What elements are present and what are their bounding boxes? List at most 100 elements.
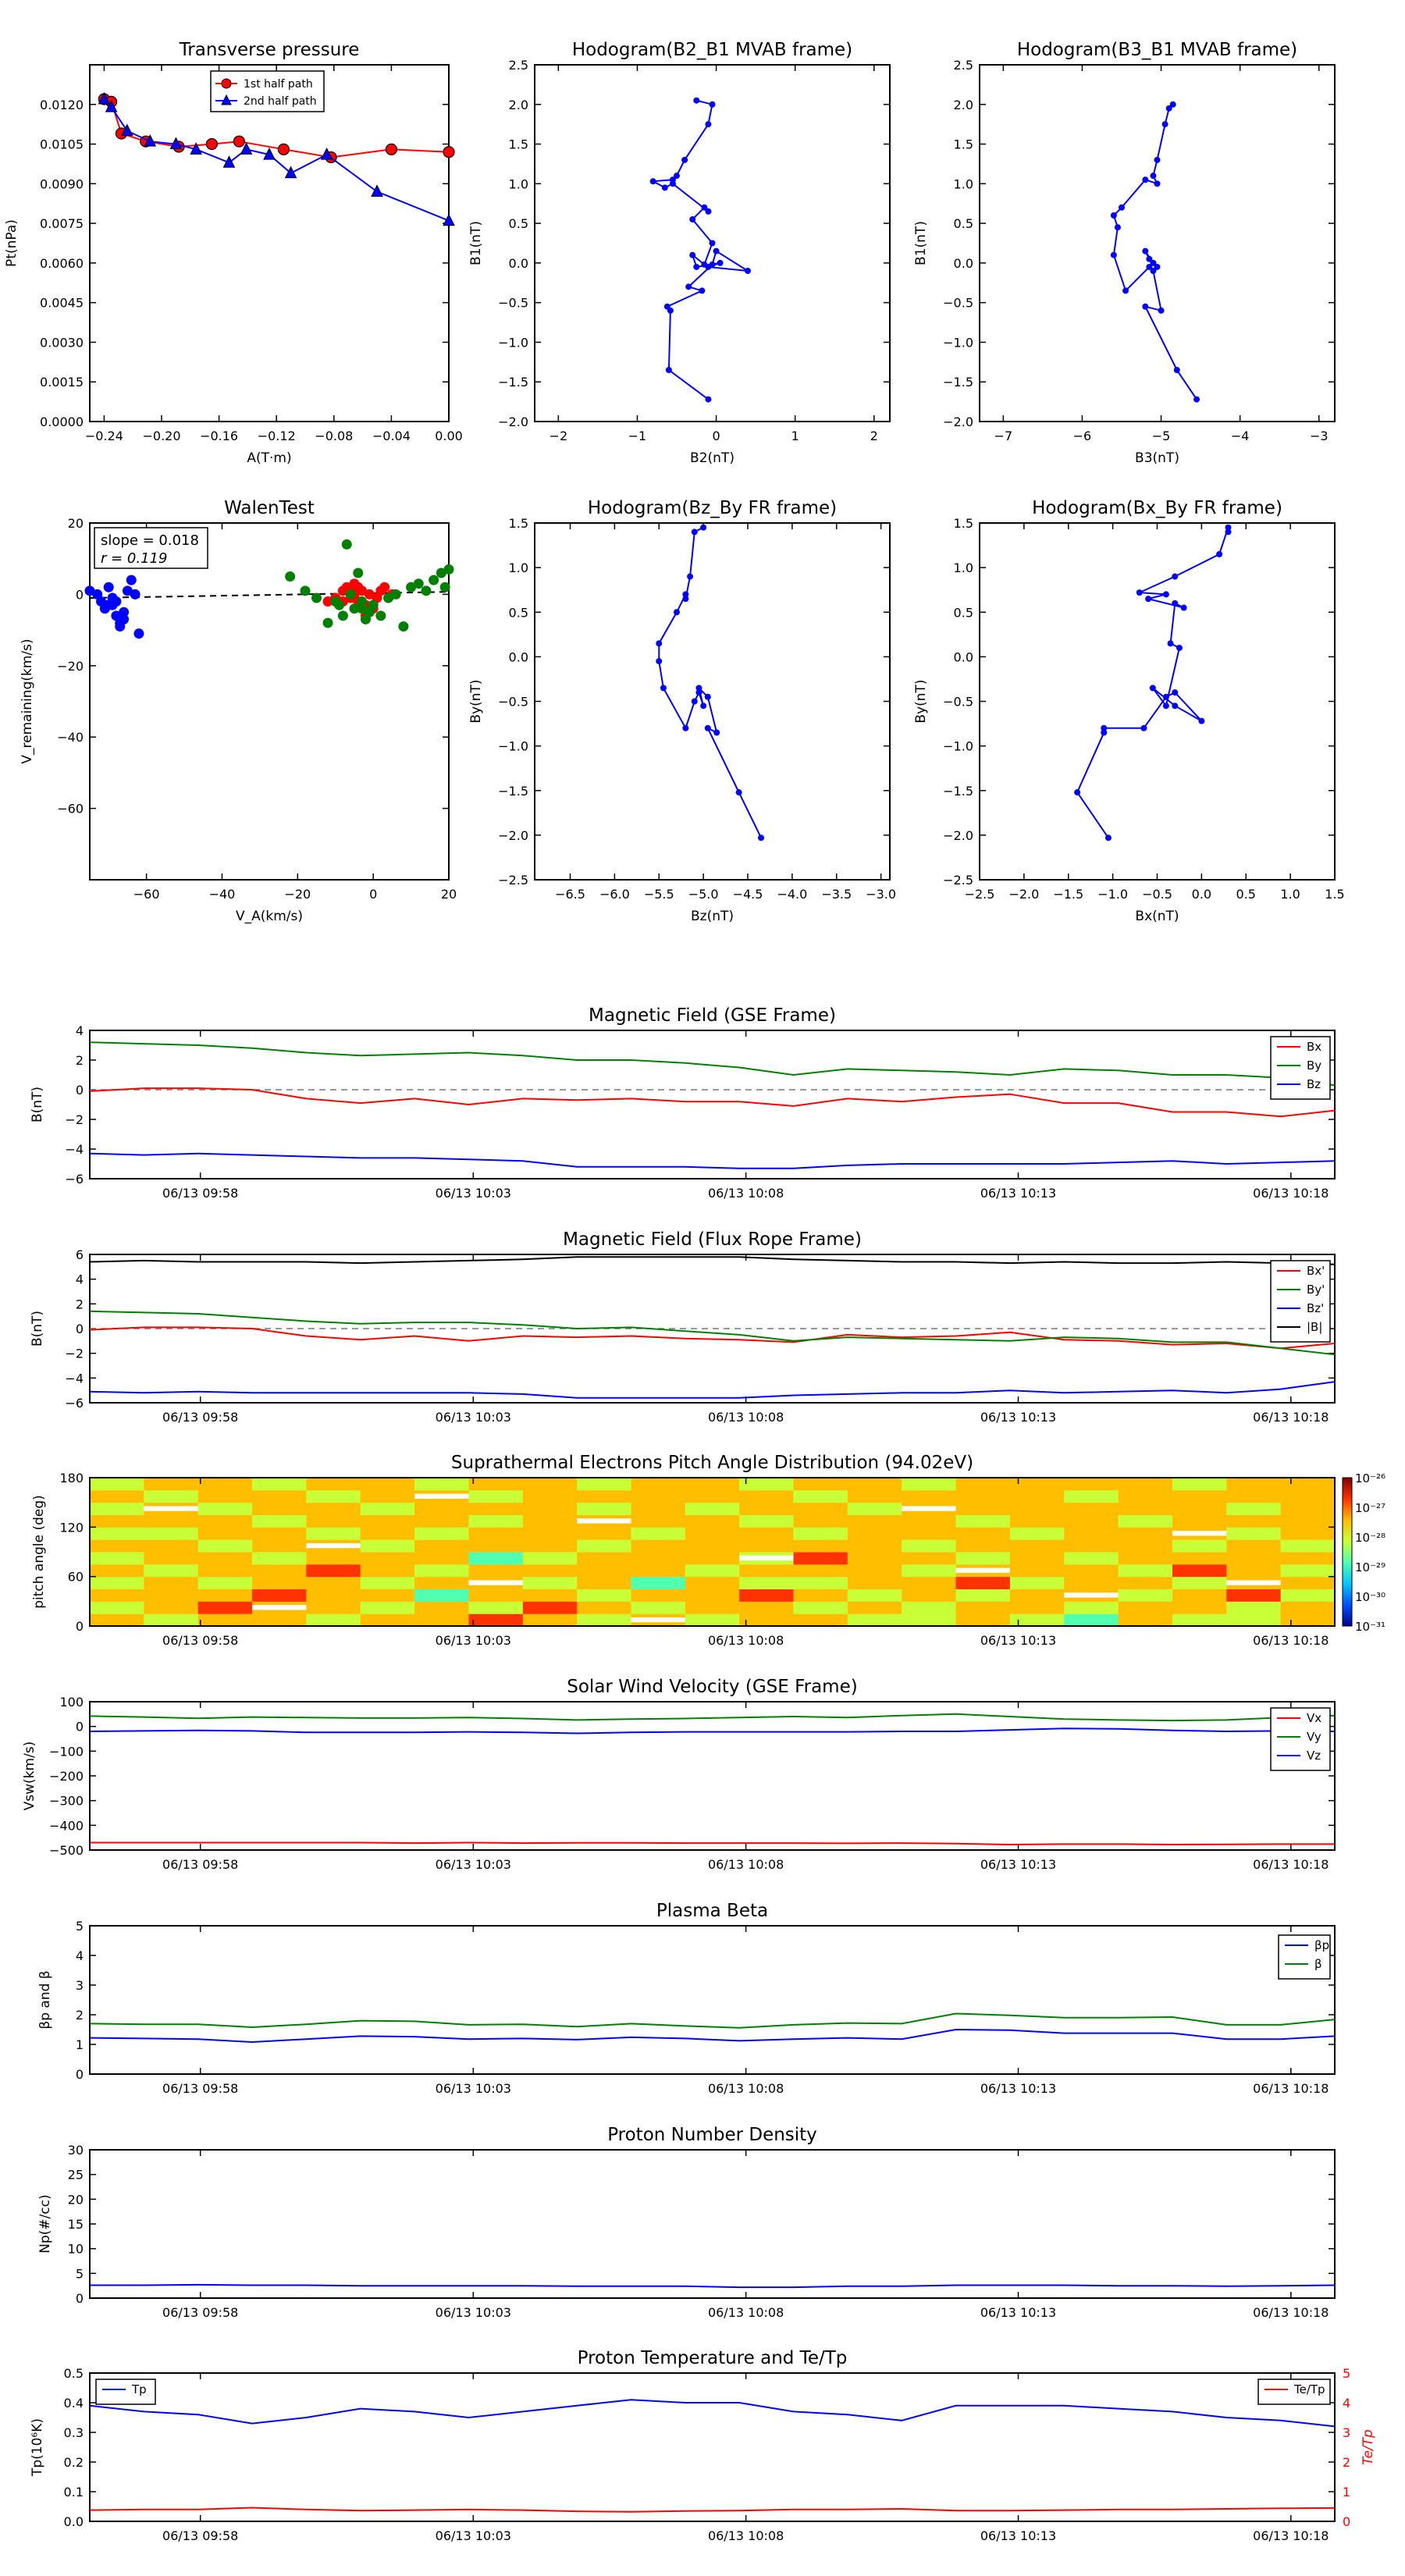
temp-xtick-label: 06/13 10:13 bbox=[980, 2528, 1056, 2543]
pad-cell bbox=[1226, 1478, 1282, 1491]
pad-cell bbox=[1064, 1527, 1119, 1540]
np-ytick-label: 15 bbox=[68, 2217, 84, 2232]
pad-ytick-label: 0 bbox=[76, 1619, 84, 1634]
bfr-ytick-label: 6 bbox=[76, 1247, 84, 1262]
h4-point bbox=[1172, 689, 1179, 696]
pad-cell bbox=[1280, 1502, 1336, 1515]
beta-ytick-label: 3 bbox=[76, 1978, 84, 1993]
h1-ytick-label: −2.0 bbox=[498, 415, 528, 429]
pad-cell bbox=[1064, 1489, 1119, 1503]
pad-cell bbox=[360, 1539, 415, 1553]
wt-xlabel: V_A(km/s) bbox=[236, 909, 303, 924]
pad-cell bbox=[90, 1564, 144, 1578]
temp-ytick2-label: 1 bbox=[1343, 2485, 1350, 2500]
pad-cell bbox=[847, 1576, 902, 1589]
wt-xtick-label: 20 bbox=[441, 887, 457, 902]
bfr-ylabel: B(nT) bbox=[30, 1311, 45, 1347]
h2-point bbox=[1146, 263, 1153, 270]
pad-cell bbox=[685, 1614, 740, 1627]
pad-cell bbox=[739, 1478, 795, 1491]
h3-xtick-label: −6.0 bbox=[599, 887, 630, 902]
pad-cell bbox=[739, 1614, 795, 1627]
pad-cell bbox=[1064, 1539, 1119, 1553]
h2-point bbox=[1146, 255, 1153, 262]
pad-cell bbox=[1118, 1589, 1173, 1602]
h4-ytick-label: −2.5 bbox=[943, 873, 973, 888]
beta-ytick-label: 2 bbox=[76, 2008, 84, 2023]
bfr-legend-label: |B| bbox=[1307, 1320, 1322, 1334]
pad-cell bbox=[793, 1478, 848, 1491]
h4-point bbox=[1176, 644, 1183, 651]
bgse-xtick-label: 06/13 10:18 bbox=[1253, 1186, 1329, 1201]
h2-ytick-label: −1.0 bbox=[943, 335, 973, 350]
temp-legend-label: Te/Tp bbox=[1293, 2382, 1325, 2396]
temp-ytick-label: 0.0 bbox=[64, 2514, 84, 2529]
h3-ytick-label: 1.5 bbox=[509, 516, 528, 531]
np-ytick-label: 30 bbox=[68, 2143, 84, 2158]
h3-point bbox=[691, 528, 698, 535]
vsw-ytick-label: 100 bbox=[59, 1695, 84, 1710]
h2-ytick-label: 2.5 bbox=[954, 58, 973, 73]
wt-point bbox=[368, 600, 379, 610]
pad-cell bbox=[1172, 1552, 1227, 1565]
pad-cell bbox=[252, 1539, 307, 1553]
h1-point bbox=[681, 156, 688, 163]
pad-cell bbox=[955, 1514, 1011, 1528]
pad-cell bbox=[685, 1589, 740, 1602]
temp-ylabel: Tp(10⁶K) bbox=[30, 2418, 45, 2477]
pad-frame bbox=[89, 1477, 1336, 1627]
wt-point bbox=[300, 585, 311, 596]
pad-cell bbox=[1009, 1552, 1065, 1565]
h1-point bbox=[669, 176, 676, 183]
temp-legend-label: Tp bbox=[131, 2382, 147, 2396]
h1-point bbox=[699, 287, 706, 294]
pad-cell bbox=[197, 1614, 253, 1627]
pad-cell bbox=[468, 1502, 524, 1515]
pad-cell bbox=[1118, 1614, 1173, 1627]
tp-title: Transverse pressure bbox=[179, 40, 360, 60]
wt-point bbox=[311, 592, 322, 603]
h1-point bbox=[705, 121, 712, 128]
temp-ytick2-label: 2 bbox=[1343, 2455, 1350, 2470]
pad-cell bbox=[1118, 1552, 1173, 1565]
h4-point bbox=[1140, 724, 1147, 731]
np-xtick-label: 06/13 09:58 bbox=[162, 2305, 238, 2320]
pad-cell bbox=[955, 1527, 1011, 1540]
bfr-legend-label: Bz' bbox=[1307, 1301, 1324, 1315]
wt-title: WalenTest bbox=[224, 498, 315, 518]
pad-cell bbox=[414, 1614, 469, 1627]
beta-ytick-label: 1 bbox=[76, 2037, 84, 2052]
wt-point bbox=[439, 582, 450, 592]
bgse-ytick-label: 4 bbox=[76, 1023, 84, 1038]
pad-cell bbox=[1172, 1502, 1227, 1515]
pad-xtick-label: 06/13 10:03 bbox=[436, 1633, 511, 1648]
pad-cell bbox=[1118, 1576, 1173, 1589]
h3-ytick-label: 0.0 bbox=[509, 649, 528, 664]
pad-cell bbox=[577, 1489, 631, 1503]
h4-point bbox=[1136, 589, 1143, 596]
h1-point bbox=[705, 208, 712, 215]
h1-ytick-label: −0.5 bbox=[498, 296, 528, 311]
h4-point bbox=[1162, 693, 1169, 700]
pad-cell bbox=[414, 1589, 469, 1602]
pad-ytick-label: 60 bbox=[68, 1570, 84, 1585]
temp-title: Proton Temperature and Te/Tp bbox=[578, 2348, 848, 2368]
tp-legend-label: 1st half path bbox=[244, 78, 313, 91]
vsw-series-line bbox=[89, 1727, 1336, 1735]
bfr-xtick-label: 06/13 10:13 bbox=[980, 1410, 1056, 1425]
bgse-ytick-label: 0 bbox=[76, 1083, 84, 1098]
vsw-ytick-label: −400 bbox=[49, 1818, 84, 1833]
pad-cell bbox=[577, 1589, 631, 1602]
h1-ytick-label: 2.5 bbox=[509, 58, 528, 73]
h3-xtick-label: −3.5 bbox=[821, 887, 852, 902]
h2-xtick-label: −4 bbox=[1231, 429, 1250, 443]
pad-cell bbox=[306, 1478, 361, 1491]
h2-xlabel: B3(nT) bbox=[1135, 450, 1179, 466]
pad-cell bbox=[1226, 1502, 1282, 1515]
pad-cell bbox=[90, 1478, 144, 1491]
h1-xtick-label: 1 bbox=[791, 429, 799, 443]
wt-point bbox=[353, 568, 364, 578]
pad-cell bbox=[144, 1527, 199, 1540]
tp-ytick-label: 0.0075 bbox=[40, 216, 84, 231]
pad-cell bbox=[739, 1527, 795, 1540]
